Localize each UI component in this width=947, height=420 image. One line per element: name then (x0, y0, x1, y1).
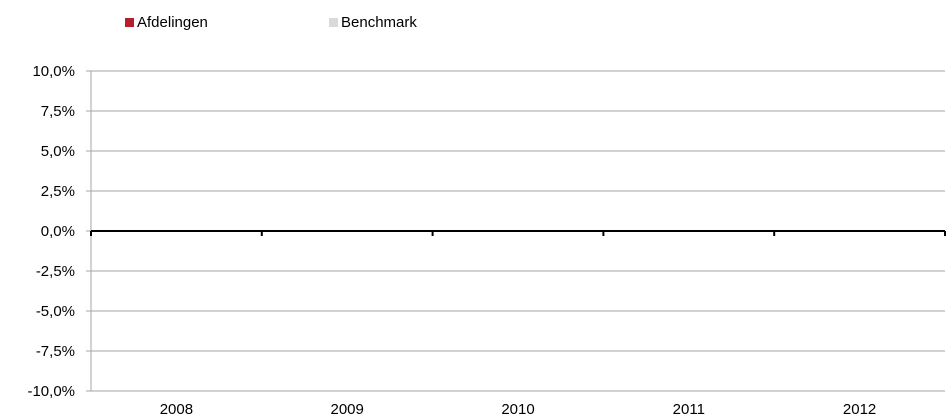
x-tick-label: 2008 (160, 401, 193, 418)
legend-item-afdelingen: Afdelingen (125, 14, 208, 31)
x-tick-label: 2010 (501, 401, 534, 418)
y-tick-label: 5,0% (41, 143, 75, 160)
y-tick-label: -5,0% (36, 303, 75, 320)
legend-label-benchmark: Benchmark (341, 14, 417, 31)
y-tick-label: 0,0% (41, 223, 75, 240)
y-tick-label: -10,0% (27, 383, 75, 400)
y-tick-label: 10,0% (32, 63, 75, 80)
legend-swatch-benchmark (329, 18, 338, 27)
x-tick-label: 2009 (331, 401, 364, 418)
legend-swatch-afdelingen (125, 18, 134, 27)
y-tick-label: 2,5% (41, 183, 75, 200)
legend-item-benchmark: Benchmark (329, 14, 417, 31)
y-tick-label: -7,5% (36, 343, 75, 360)
legend-label-afdelingen: Afdelingen (137, 14, 208, 31)
x-tick-label: 2011 (673, 401, 705, 418)
x-tick-label: 2012 (843, 401, 876, 418)
y-tick-label: -2,5% (36, 263, 75, 280)
y-tick-label: 7,5% (41, 103, 75, 120)
